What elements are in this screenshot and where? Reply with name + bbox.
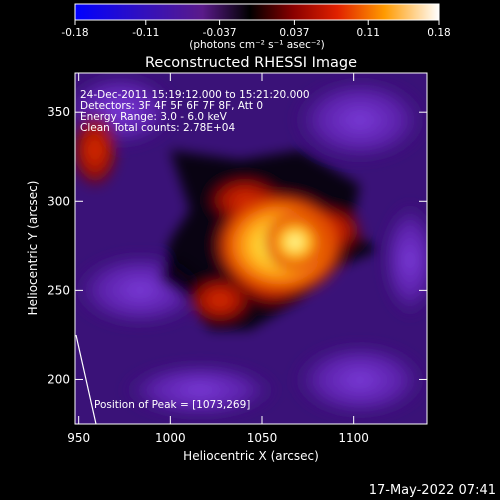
plot-frame xyxy=(74,72,428,425)
x-axis: 950 1000 1050 1100 xyxy=(67,73,369,445)
colorbar-tick-label: -0.11 xyxy=(132,27,159,39)
annotation-line: Clean Total counts: 2.78E+04 xyxy=(80,122,235,134)
peak-position-label: Position of Peak = [1073,269] xyxy=(94,399,250,411)
y-tick-label: 300 xyxy=(47,194,70,208)
colorbar: -0.18 -0.11 -0.037 0.037 0.11 0.18 (photons c… xyxy=(61,3,451,51)
limb-line xyxy=(75,334,97,425)
y-tick-label: 200 xyxy=(47,372,70,386)
colorbar-unit-label: (photons cm⁻² s⁻¹ asec⁻²) xyxy=(189,39,324,51)
y-axis: 200 250 300 350 xyxy=(47,105,427,386)
colorbar-tick-label: 0.037 xyxy=(279,27,309,39)
annotation-line: 24-Dec-2011 15:19:12.000 to 15:21:20.000 xyxy=(80,89,310,101)
x-tick-label: 1050 xyxy=(247,431,278,445)
colorbar-tick-label: -0.18 xyxy=(61,27,88,39)
x-tick-label: 950 xyxy=(67,431,90,445)
y-tick-label: 350 xyxy=(47,105,70,119)
annotation-line: Detectors: 3F 4F 5F 6F 7F 8F, Att 0 xyxy=(80,100,263,112)
colorbar-frame xyxy=(74,3,440,21)
heatmap-image xyxy=(75,73,427,424)
y-axis-label: Heliocentric Y (arcsec) xyxy=(26,181,40,316)
footer-timestamp: 17-May-2022 07:41 xyxy=(369,483,496,498)
y-tick-label: 250 xyxy=(47,283,70,297)
colorbar-tick-label: -0.037 xyxy=(203,27,237,39)
x-tick-label: 1100 xyxy=(338,431,369,445)
chart-title: Reconstructed RHESSI Image xyxy=(145,55,357,71)
annotation-line: Energy Range: 3.0 - 6.0 keV xyxy=(80,111,228,123)
colorbar-ticks: -0.18 -0.11 -0.037 0.037 0.11 0.18 xyxy=(61,20,451,39)
x-tick-label: 1000 xyxy=(155,431,186,445)
colorbar-tick-label: 0.11 xyxy=(357,27,380,39)
colorbar-tick-label: 0.18 xyxy=(427,27,450,39)
colorbar-gradient xyxy=(75,4,439,20)
x-axis-label: Heliocentric X (arcsec) xyxy=(183,449,319,463)
annotation-block: 24-Dec-2011 15:19:12.000 to 15:21:20.000… xyxy=(80,89,310,134)
